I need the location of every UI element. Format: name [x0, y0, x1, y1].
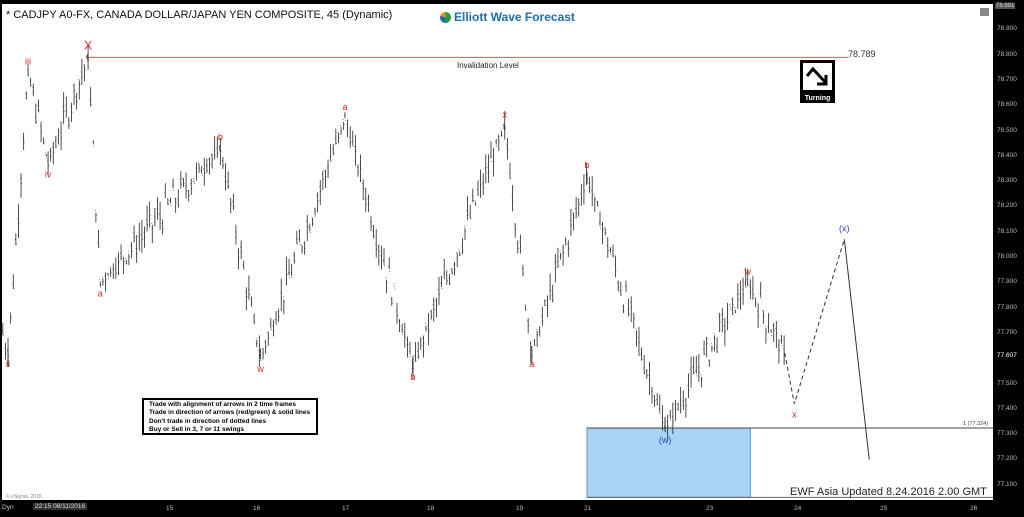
- trading-rules-box: Trade with alignment of arrows in 2 time…: [142, 398, 318, 435]
- y-tick-label: 78.100: [997, 227, 1017, 235]
- projection-solid-line: [843, 239, 870, 460]
- y-tick-label: 78.600: [997, 101, 1017, 109]
- y-tick-label: 78.800: [997, 50, 1017, 58]
- projection-dashed-line: [784, 239, 845, 404]
- x-tick-label: 25: [880, 505, 888, 512]
- wave-label: w: [743, 266, 751, 276]
- wave-label: a: [342, 102, 347, 112]
- wave-label: iii: [25, 56, 31, 66]
- rule: Buy or Sell in 3, 7 or 11 swings: [149, 426, 245, 434]
- y-tick-label: 77.900: [997, 278, 1017, 286]
- y-tick-label: 77.200: [997, 455, 1017, 463]
- wave-label: ii: [6, 359, 10, 369]
- wave-label: iv: [45, 169, 52, 179]
- wave-label: (x): [839, 223, 850, 233]
- y-tick-label: 77.400: [997, 404, 1017, 412]
- y-tick-label: 78.500: [997, 126, 1017, 134]
- rule: Trade in direction of arrows (red/green)…: [149, 409, 311, 417]
- logo-text: Elliott Wave Forecast: [454, 10, 575, 24]
- y-tick-label: 78.300: [997, 177, 1017, 185]
- wave-label: b: [410, 372, 415, 382]
- x-tick-label: 24: [794, 505, 802, 512]
- wave-label: a: [98, 288, 103, 298]
- turning-badge: Turning: [800, 60, 835, 103]
- dyn-button[interactable]: Dyn: [2, 504, 14, 511]
- y-axis-top-label: 78.991: [995, 3, 1016, 9]
- turning-label: Turning: [804, 95, 831, 102]
- x-tick-label: 18: [427, 505, 435, 512]
- x-tick-label: 23: [706, 505, 714, 512]
- wave-label: x: [503, 109, 508, 119]
- x-tick-label: 19: [516, 505, 524, 512]
- invalidation-label: Invalidation Level: [457, 61, 519, 70]
- rule: Trade with alignment of arrows in 2 time…: [149, 401, 297, 408]
- y-tick-label: 78.200: [997, 202, 1017, 210]
- chart-title: * CADJPY A0-FX, CANADA DOLLAR/JAPAN YEN …: [6, 9, 393, 21]
- wave-label: (w): [659, 435, 672, 445]
- x-tick-label: 26: [970, 505, 978, 512]
- wave-label: b: [584, 160, 589, 170]
- x-tick-label: 15: [166, 505, 174, 512]
- y-tick-label: 78.400: [997, 151, 1017, 159]
- y-tick-label: 78.000: [997, 253, 1017, 260]
- wave-label: X: [84, 38, 92, 52]
- fib-level-label: 1 (77.324): [963, 421, 989, 427]
- wave-label: a: [529, 359, 534, 369]
- y-tick-label: 77.500: [997, 379, 1017, 387]
- logo: Elliott Wave Forecast: [440, 10, 575, 24]
- wave-label: b: [218, 132, 223, 142]
- y-tick-label: 78.900: [997, 25, 1017, 33]
- x-tick-label: 17: [342, 505, 350, 512]
- y-tick-label: 77.100: [997, 480, 1017, 488]
- rule: Don't trade in direction of dotted lines: [149, 417, 267, 425]
- y-tick-label: 77.800: [997, 303, 1017, 311]
- y-tick-label: 77.700: [997, 328, 1017, 336]
- x-tick-label: 21: [584, 505, 592, 512]
- y-tick-label: 77.300: [997, 430, 1017, 438]
- expand-button[interactable]: [980, 8, 989, 16]
- copyright: © eSignal, 2016: [6, 494, 42, 500]
- wave-label: x: [792, 410, 797, 420]
- turning-arrow-icon: [805, 66, 828, 86]
- logo-icon: [440, 11, 451, 23]
- wave-label: w: [256, 364, 264, 374]
- y-tick-label: 77.607: [997, 352, 1017, 360]
- x-axis-start-label: 22:15 08/11/2016: [33, 503, 88, 510]
- target-zone: [586, 427, 751, 498]
- update-note: EWF Asia Updated 8.24.2016 2.00 GMT: [790, 486, 987, 498]
- x-tick-label: 16: [253, 505, 261, 512]
- invalidation-value: 78.789: [848, 49, 876, 59]
- y-tick-label: 78.700: [997, 75, 1017, 83]
